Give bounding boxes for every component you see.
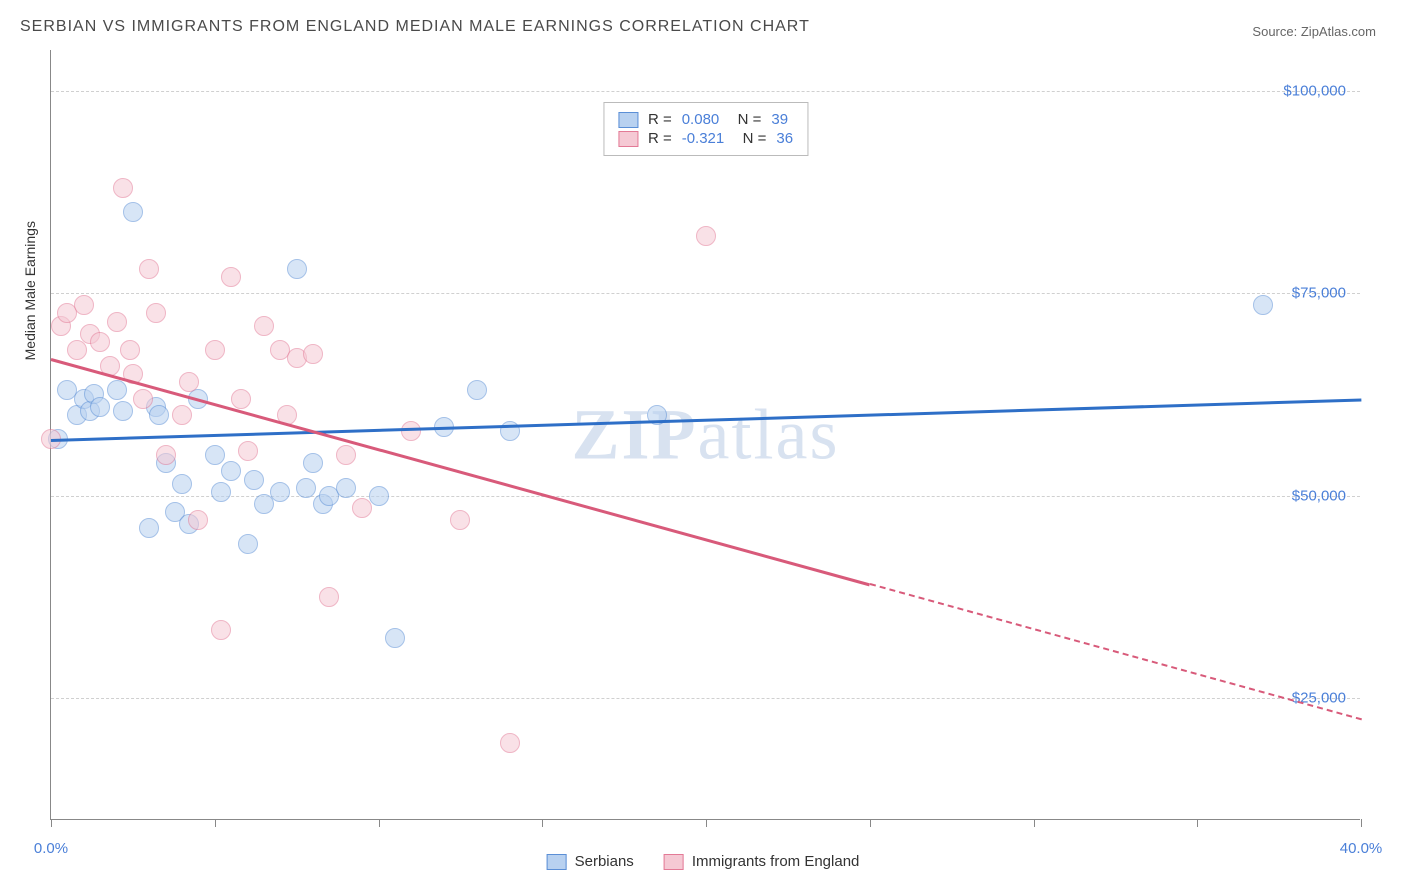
stat-n-label: N = [734,130,766,147]
scatter-point [1253,295,1273,315]
scatter-point [120,340,140,360]
scatter-point [139,518,159,538]
scatter-point [500,733,520,753]
scatter-point [67,340,87,360]
stats-row: R = -0.321 N = 36 [618,130,793,147]
stat-n-value: 39 [771,111,788,128]
trend-line [869,583,1361,720]
source-value: ZipAtlas.com [1301,24,1376,39]
scatter-point [139,259,159,279]
scatter-point [254,316,274,336]
scatter-point [211,620,231,640]
scatter-point [113,401,133,421]
scatter-point [205,445,225,465]
watermark-light: atlas [698,394,840,474]
scatter-point [238,441,258,461]
color-swatch [618,112,638,128]
stat-n-label: N = [729,111,761,128]
color-swatch [547,854,567,870]
x-tick [1197,819,1198,827]
scatter-point [221,461,241,481]
x-tick-label: 40.0% [1340,840,1383,857]
stats-box: R = 0.080 N = 39 R = -0.321 N = 36 [603,102,808,156]
scatter-point [156,445,176,465]
y-tick-label: $100,000 [1283,82,1346,99]
x-tick [1034,819,1035,827]
x-tick [215,819,216,827]
scatter-point [113,178,133,198]
scatter-point [149,405,169,425]
stats-row: R = 0.080 N = 39 [618,111,793,128]
y-tick-label: $75,000 [1292,285,1346,302]
scatter-point [352,498,372,518]
stat-n-value: 36 [776,130,793,147]
scatter-point [211,482,231,502]
scatter-point [244,470,264,490]
legend-label: Serbians [575,853,634,870]
scatter-point [385,628,405,648]
stat-r-value: 0.080 [682,111,720,128]
gridline-h [51,496,1360,497]
scatter-point [231,389,251,409]
scatter-point [188,510,208,530]
x-tick [1361,819,1362,827]
scatter-point [74,295,94,315]
legend-label: Immigrants from England [692,853,860,870]
scatter-point [90,332,110,352]
x-tick-label: 0.0% [34,840,68,857]
legend: Serbians Immigrants from England [547,853,860,870]
watermark: ZIPatlas [572,393,840,476]
source-attribution: Source: ZipAtlas.com [1252,24,1376,39]
scatter-point [303,453,323,473]
scatter-point [172,474,192,494]
scatter-point [467,380,487,400]
x-tick [870,819,871,827]
scatter-point [270,482,290,502]
plot-area: ZIPatlas $25,000 $50,000 $75,000 $100,000 0.… [50,50,1360,820]
color-swatch [618,131,638,147]
y-axis-label: Median Male Earnings [22,221,38,360]
scatter-point [90,397,110,417]
x-tick [542,819,543,827]
x-tick [379,819,380,827]
source-label: Source: [1252,24,1297,39]
scatter-point [221,267,241,287]
gridline-h [51,293,1360,294]
gridline-h [51,698,1360,699]
scatter-point [172,405,192,425]
scatter-point [179,372,199,392]
scatter-point [696,226,716,246]
scatter-point [450,510,470,530]
scatter-point [107,380,127,400]
scatter-point [303,344,323,364]
scatter-point [336,478,356,498]
stat-r-label: R = [648,130,672,147]
scatter-point [369,486,389,506]
legend-item: Immigrants from England [664,853,860,870]
scatter-point [107,312,127,332]
stat-r-label: R = [648,111,672,128]
x-tick [706,819,707,827]
scatter-point [133,389,153,409]
stat-r-value: -0.321 [682,130,725,147]
scatter-point [336,445,356,465]
y-tick-label: $50,000 [1292,487,1346,504]
scatter-point [123,202,143,222]
legend-item: Serbians [547,853,634,870]
y-tick-label: $25,000 [1292,690,1346,707]
scatter-point [296,478,316,498]
gridline-h [51,91,1360,92]
watermark-bold: ZIP [572,394,698,474]
x-tick [51,819,52,827]
scatter-point [238,534,258,554]
trend-line [51,358,871,586]
color-swatch [664,854,684,870]
scatter-point [205,340,225,360]
scatter-point [146,303,166,323]
scatter-point [287,259,307,279]
chart-title: SERBIAN VS IMMIGRANTS FROM ENGLAND MEDIA… [20,18,810,36]
scatter-point [319,587,339,607]
